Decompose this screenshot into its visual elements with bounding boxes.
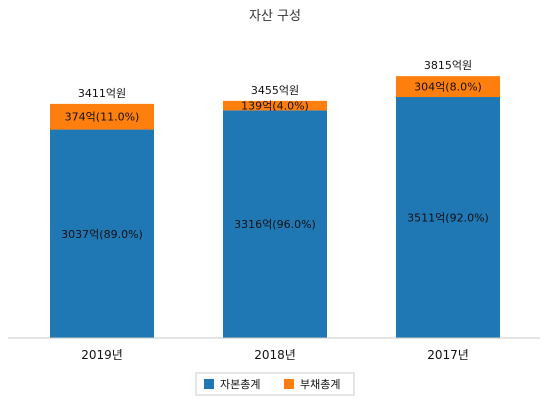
liability-bar-3	[396, 76, 500, 98]
total-value-label-1: 3411억원	[78, 87, 126, 100]
equity-value-label-3: 3511억(92.0%)	[407, 212, 489, 225]
equity-legend-swatch	[204, 379, 214, 389]
equity-value-label-1: 3037억(89.0%)	[61, 228, 143, 241]
liability-bar-1	[50, 103, 154, 130]
total-value-label-2: 3455억원	[251, 84, 299, 97]
x-tick-label-3: 2017년	[427, 348, 469, 362]
chart-title: 자산 구성	[249, 9, 301, 24]
liability-value-label-1: 374억(11.0%)	[65, 111, 140, 124]
x-tick-labels: 2019년 2018년 2017년	[81, 348, 469, 362]
liability-value-label-2: 139억(4.0%)	[241, 100, 309, 113]
equity-bar-3	[396, 97, 500, 338]
liability-bar-2	[223, 100, 327, 111]
legend: 자본총계 부채총계	[195, 372, 355, 396]
equity-legend-label: 자본총계	[220, 378, 260, 391]
x-tick-label-2: 2018년	[254, 348, 296, 362]
liability-value-label-3: 304억(8.0%)	[414, 81, 482, 94]
liability-legend-label: 부채총계	[300, 378, 340, 391]
liability-legend-swatch	[284, 379, 294, 389]
equity-bar-1	[50, 129, 154, 338]
legend-box	[195, 372, 355, 396]
bars-layer: 3037억(89.0%) 374억(11.0%) 3411억원 3316억(96.0%…	[50, 59, 500, 338]
equity-value-label-2: 3316억(96.0%)	[234, 218, 316, 231]
x-tick-label-1: 2019년	[81, 348, 123, 362]
equity-bar-2	[223, 110, 327, 338]
total-value-label-3: 3815억원	[424, 59, 472, 72]
